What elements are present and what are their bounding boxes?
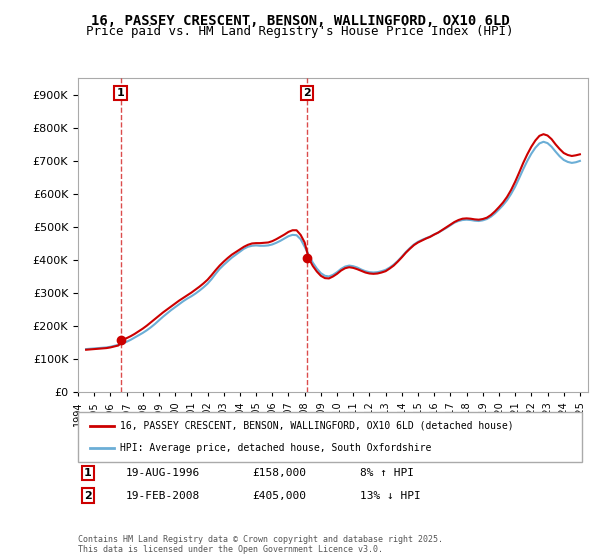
Text: 13% ↓ HPI: 13% ↓ HPI (360, 491, 421, 501)
Text: 16, PASSEY CRESCENT, BENSON, WALLINGFORD, OX10 6LD: 16, PASSEY CRESCENT, BENSON, WALLINGFORD… (91, 14, 509, 28)
Text: £158,000: £158,000 (252, 468, 306, 478)
Text: 2: 2 (303, 88, 311, 98)
Text: 19-FEB-2008: 19-FEB-2008 (126, 491, 200, 501)
Text: Price paid vs. HM Land Registry's House Price Index (HPI): Price paid vs. HM Land Registry's House … (86, 25, 514, 38)
Text: 1: 1 (84, 468, 92, 478)
Text: 2: 2 (84, 491, 92, 501)
Text: £405,000: £405,000 (252, 491, 306, 501)
Text: 1: 1 (117, 88, 124, 98)
Text: 16, PASSEY CRESCENT, BENSON, WALLINGFORD, OX10 6LD (detached house): 16, PASSEY CRESCENT, BENSON, WALLINGFORD… (120, 421, 514, 431)
Text: Contains HM Land Registry data © Crown copyright and database right 2025.
This d: Contains HM Land Registry data © Crown c… (78, 535, 443, 554)
Text: 19-AUG-1996: 19-AUG-1996 (126, 468, 200, 478)
Text: 8% ↑ HPI: 8% ↑ HPI (360, 468, 414, 478)
Text: HPI: Average price, detached house, South Oxfordshire: HPI: Average price, detached house, Sout… (120, 443, 431, 453)
